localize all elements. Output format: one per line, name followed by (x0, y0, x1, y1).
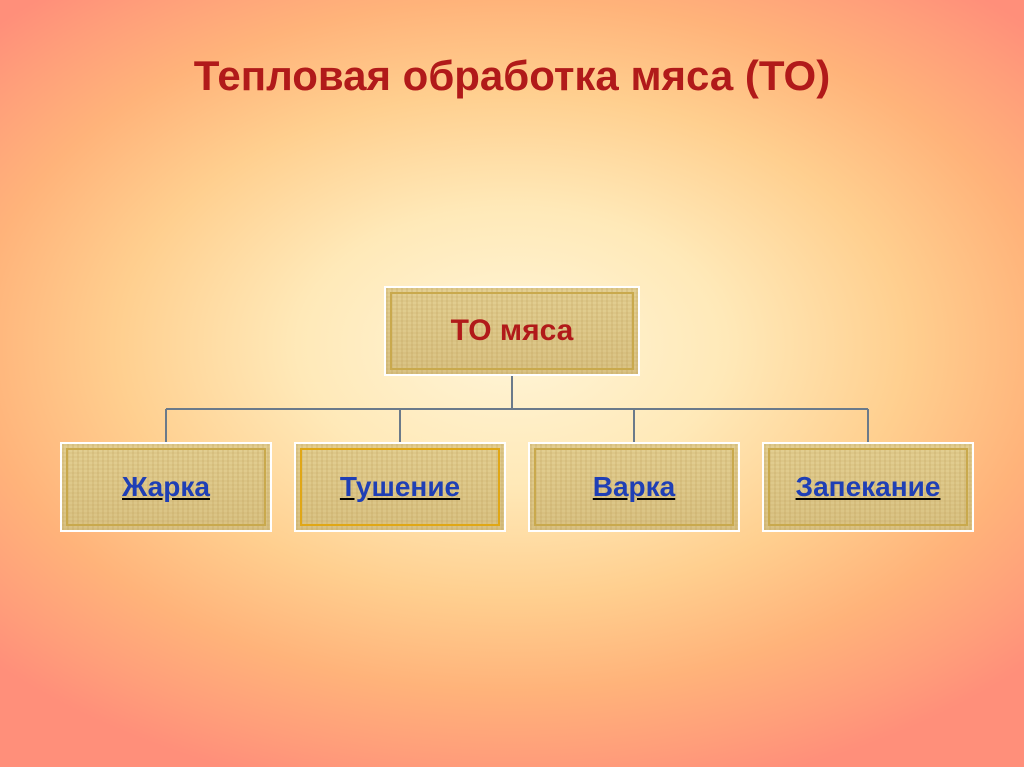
root-node: ТО мяса (384, 286, 640, 376)
root-node-inner: ТО мяса (390, 292, 634, 370)
child-node-2[interactable]: Варка (528, 442, 740, 532)
child-node-2-label: Варка (593, 471, 675, 503)
root-node-label: ТО мяса (451, 314, 574, 348)
child-node-3[interactable]: Запекание (762, 442, 974, 532)
tree-connectors (0, 0, 1024, 767)
child-node-0[interactable]: Жарка (60, 442, 272, 532)
child-node-1[interactable]: Тушение (294, 442, 506, 532)
child-node-2-inner: Варка (534, 448, 734, 526)
page-title: Тепловая обработка мяса (ТО) (0, 52, 1024, 100)
child-node-1-inner: Тушение (300, 448, 500, 526)
child-node-3-inner: Запекание (768, 448, 968, 526)
child-node-3-label: Запекание (796, 471, 941, 503)
page-title-text: Тепловая обработка мяса (ТО) (194, 52, 830, 99)
child-node-0-label: Жарка (122, 471, 210, 503)
child-node-1-label: Тушение (340, 471, 460, 503)
child-node-0-inner: Жарка (66, 448, 266, 526)
